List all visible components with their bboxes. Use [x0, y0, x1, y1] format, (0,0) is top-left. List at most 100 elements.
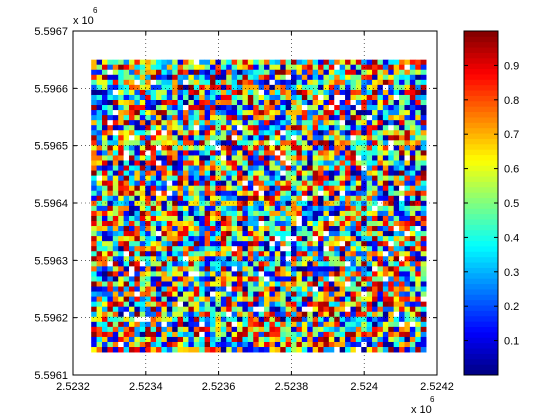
- heatmap-cell: [334, 115, 341, 121]
- colorbar-band: [464, 289, 498, 295]
- heatmap-cell: [388, 311, 395, 318]
- heatmap-cell: [399, 185, 405, 192]
- heatmap-cell: [253, 74, 260, 81]
- x-tick-label: 2.524: [350, 381, 378, 393]
- heatmap-cell: [318, 150, 324, 156]
- heatmap-cell: [253, 190, 260, 197]
- heatmap-cell: [258, 105, 265, 111]
- heatmap-cell: [323, 341, 330, 348]
- heatmap-cell: [145, 150, 152, 156]
- heatmap-cell: [166, 266, 173, 272]
- heatmap-cell: [237, 59, 243, 66]
- heatmap-cell: [339, 79, 346, 86]
- heatmap-cell: [350, 89, 357, 96]
- heatmap-cell: [96, 185, 103, 192]
- heatmap-cell: [220, 226, 227, 232]
- heatmap-cell: [301, 180, 308, 187]
- heatmap-cell: [96, 256, 103, 262]
- heatmap-cell: [150, 130, 157, 136]
- heatmap-cell: [258, 185, 265, 192]
- heatmap-cell: [193, 210, 200, 217]
- heatmap-cell: [296, 140, 303, 146]
- heatmap-cell: [366, 195, 373, 202]
- heatmap-cell: [204, 175, 211, 182]
- heatmap-cell: [118, 145, 125, 151]
- heatmap-cell: [118, 316, 125, 323]
- heatmap-cell: [215, 251, 222, 257]
- heatmap-cell: [339, 241, 346, 247]
- heatmap-cell: [242, 291, 249, 298]
- heatmap-cell: [188, 175, 195, 182]
- heatmap-cell: [107, 301, 114, 308]
- heatmap-cell: [156, 165, 162, 171]
- heatmap-cell: [210, 276, 216, 282]
- heatmap-cell: [285, 59, 292, 66]
- heatmap-cell: [129, 306, 135, 313]
- heatmap-cell: [150, 266, 157, 272]
- heatmap-cell: [215, 321, 222, 328]
- heatmap-cell: [404, 69, 411, 76]
- heatmap-cell: [415, 296, 422, 303]
- heatmap-cell: [339, 100, 346, 106]
- heatmap-cell: [118, 115, 125, 121]
- heatmap-cell: [253, 251, 260, 257]
- heatmap-cell: [129, 341, 135, 348]
- heatmap-cell: [112, 145, 119, 151]
- heatmap-cell: [96, 266, 103, 272]
- heatmap-cell: [264, 180, 270, 187]
- heatmap-cell: [399, 331, 405, 338]
- heatmap-cell: [399, 59, 405, 66]
- heatmap-cell: [139, 306, 146, 313]
- heatmap-cell: [220, 74, 227, 81]
- heatmap-cell: [210, 89, 216, 96]
- colorbar-band: [464, 95, 498, 102]
- heatmap-cell: [264, 130, 270, 136]
- heatmap-cell: [204, 321, 211, 328]
- heatmap-cell: [285, 170, 292, 177]
- heatmap-cell: [350, 79, 357, 86]
- heatmap-cell: [199, 326, 206, 333]
- heatmap-cell: [220, 185, 227, 192]
- heatmap-cell: [96, 69, 103, 76]
- heatmap-cell: [199, 226, 206, 232]
- heatmap-cell: [361, 286, 368, 292]
- heatmap-cell: [247, 125, 254, 131]
- heatmap-cell: [112, 125, 119, 131]
- heatmap-cell: [226, 266, 233, 272]
- heatmap-cell: [226, 241, 233, 247]
- heatmap-cell: [409, 69, 416, 76]
- heatmap-cell: [129, 135, 135, 141]
- heatmap-cell: [193, 120, 200, 126]
- heatmap-cell: [150, 316, 157, 323]
- heatmap-cell: [312, 69, 319, 76]
- heatmap-cell: [118, 336, 125, 343]
- heatmap-cell: [166, 140, 173, 146]
- heatmap-cell: [112, 100, 119, 106]
- heatmap-cell: [220, 64, 227, 71]
- heatmap-cell: [415, 64, 422, 71]
- heatmap-cell: [366, 105, 373, 111]
- heatmap-cell: [123, 150, 130, 156]
- heatmap-cell: [118, 311, 125, 318]
- heatmap-cell: [150, 286, 157, 292]
- heatmap-cell: [372, 200, 378, 207]
- heatmap-cell: [291, 105, 297, 111]
- heatmap-cell: [382, 215, 389, 222]
- heatmap-cell: [172, 79, 179, 86]
- heatmap-cell: [285, 100, 292, 106]
- heatmap-cell: [210, 105, 216, 111]
- heatmap-cell: [231, 115, 238, 121]
- heatmap-cell: [420, 74, 427, 81]
- heatmap-cell: [415, 175, 422, 182]
- heatmap-cell: [193, 185, 200, 192]
- heatmap-cell: [102, 120, 108, 126]
- heatmap-cell: [166, 231, 173, 237]
- heatmap-cell: [199, 301, 206, 308]
- colorbar: 0.10.20.30.40.50.60.70.80.9: [463, 30, 519, 376]
- heatmap-cell: [204, 120, 211, 126]
- heatmap-cell: [274, 185, 281, 192]
- heatmap-cell: [166, 145, 173, 151]
- heatmap-cell: [296, 200, 303, 207]
- heatmap-cell: [237, 100, 243, 106]
- heatmap-cell: [220, 336, 227, 343]
